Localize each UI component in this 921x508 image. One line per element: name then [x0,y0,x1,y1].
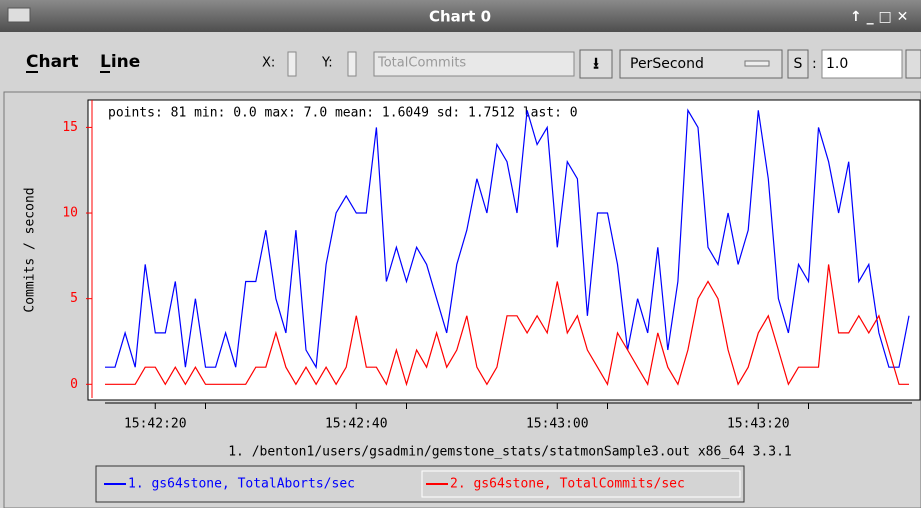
y-field-small[interactable] [347,51,357,77]
download-icon: ⭳ [593,54,599,73]
spinner[interactable] [905,49,921,79]
series-line [105,108,910,370]
legend-item-box [421,470,741,498]
window-controls[interactable]: ↑ _ □ ✕ [850,9,908,25]
x-tick-label: 15:43:20 [727,417,790,432]
y-tick-label: 10 [62,206,78,221]
y-tick-label: 0 [70,377,78,392]
legend-label: 1. gs64stone, TotalAborts/sec [128,477,355,492]
y-field-label: Y: [321,56,333,71]
dropdown-icon [744,60,770,67]
y-field-value: TotalCommits [377,56,466,71]
stats: points: 81 min: 0.0 max: 7.0 mean: 1.604… [108,106,578,121]
menu-line[interactable]: Line [100,52,140,72]
y-tick-label: 15 [62,120,78,135]
window-title: Chart 0 [429,8,491,26]
x-field[interactable] [287,51,297,77]
s-value: 1.0 [826,56,848,72]
x-tick-label: 15:42:40 [325,417,388,432]
s-button[interactable] [787,49,809,79]
x-field-label: X: [262,56,275,71]
title-bar [0,0,921,32]
download-button[interactable] [579,49,613,79]
x-tick-label: 15:43:00 [526,417,589,432]
s-field[interactable] [821,49,903,79]
s-colon: : [812,56,817,72]
x-tick-label: 15:42:20 [124,417,187,432]
menu-chart[interactable]: Chart [26,52,79,72]
y-field[interactable] [373,51,575,77]
series-line [105,264,909,387]
s-button-label: S [794,56,803,72]
plot-area [87,99,921,401]
y-tick-label: 5 [70,291,78,306]
window-icon [7,7,31,23]
y-axis-label: Commits / second [23,187,38,312]
mode-value: PerSecond [630,56,704,72]
legend-label: 2. gs64stone, TotalCommits/sec [450,477,685,492]
x-axis-label: 1. /benton1/users/gsadmin/gemstone_stats… [228,445,792,460]
